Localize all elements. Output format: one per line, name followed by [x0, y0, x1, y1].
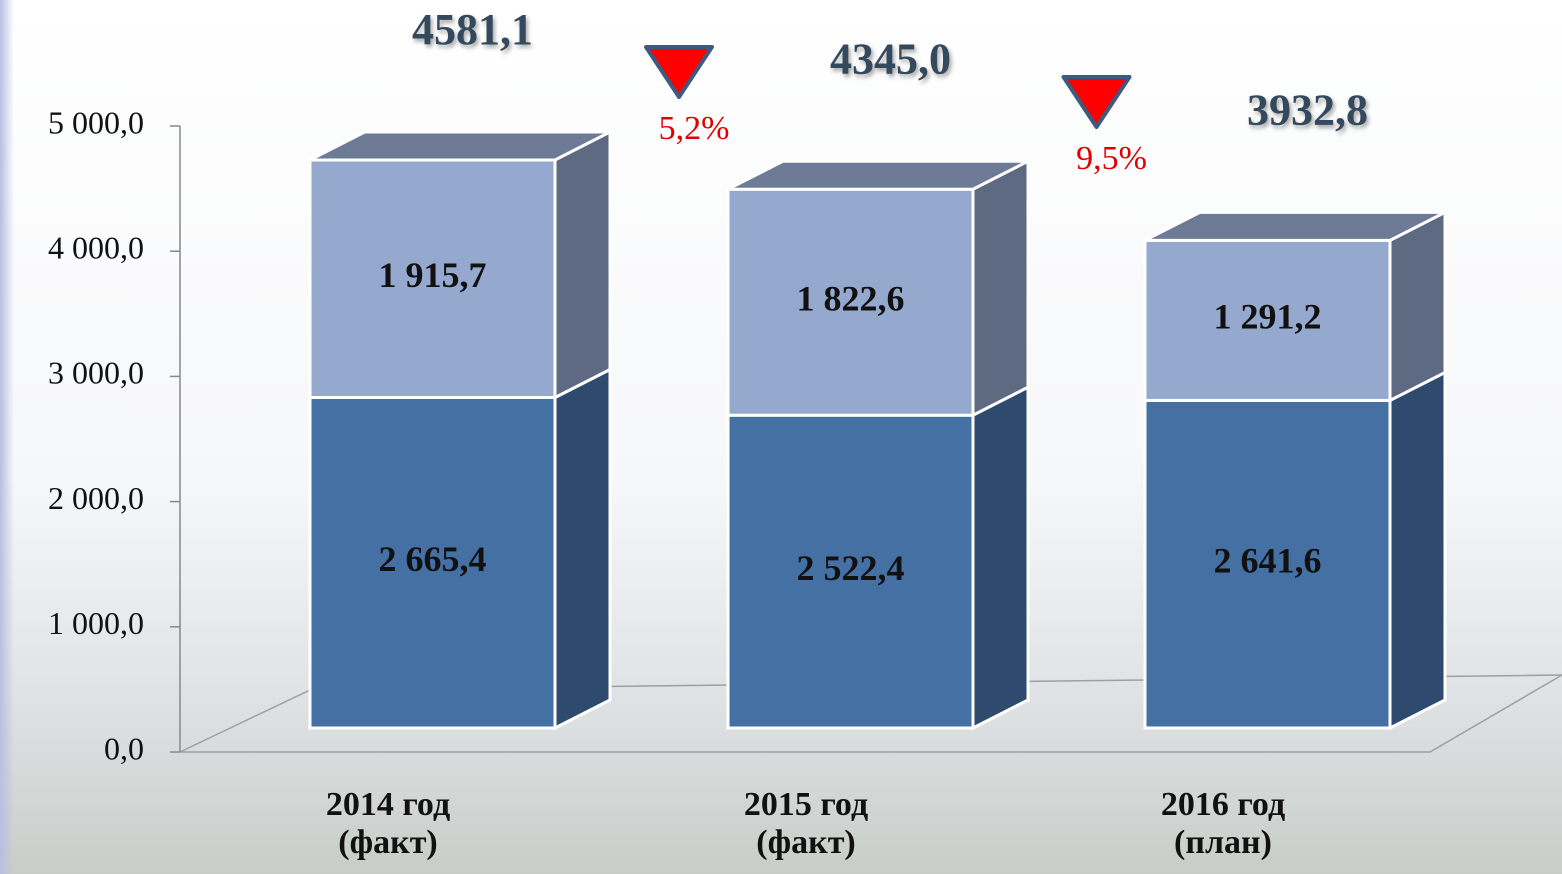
- edge-decoration: [0, 0, 14, 874]
- bar-side: [1388, 209, 1447, 403]
- change-label: 9,5%: [1076, 140, 1147, 177]
- bar-segment: [308, 395, 557, 730]
- value-label: 1 291,2: [1214, 297, 1322, 337]
- value-label: 1 915,7: [379, 255, 487, 295]
- total-label: 4581,1: [412, 5, 533, 54]
- bar-top: [727, 159, 1029, 191]
- total-label: 3932,8: [1247, 85, 1368, 134]
- x-tick-label: 2014 год (факт): [325, 786, 451, 861]
- value-label: 2 641,6: [1214, 540, 1322, 580]
- bar-side: [971, 384, 1030, 731]
- bar-segment: [1143, 238, 1392, 402]
- y-tick-label: 1 000,0: [48, 605, 144, 641]
- bar-top: [309, 130, 611, 162]
- y-tick-label: 0,0: [104, 730, 144, 766]
- value-label: 1 822,6: [797, 278, 905, 318]
- total-label: 4345,0: [830, 34, 951, 83]
- floor: [179, 674, 1562, 753]
- y-tick-label: 4 000,0: [48, 230, 144, 266]
- bar-side: [1388, 369, 1447, 731]
- decrease-marker: [644, 45, 714, 99]
- x-tick-label: 2016 год (план): [1160, 786, 1286, 861]
- value-label: 2 522,4: [797, 548, 905, 588]
- bar-side: [553, 129, 612, 400]
- decrease-marker: [1061, 75, 1132, 129]
- bar-side: [971, 158, 1030, 418]
- y-tick-label: 2 000,0: [48, 480, 144, 516]
- value-label: 2 665,4: [379, 539, 487, 579]
- y-tick-label: 5 000,0: [48, 104, 144, 140]
- bar-top: [1144, 210, 1446, 242]
- bar-side: [553, 367, 612, 731]
- y-tick-label: 3 000,0: [48, 355, 144, 391]
- change-label: 5,2%: [659, 110, 730, 147]
- x-tick-label: 2015 год (факт): [743, 786, 869, 861]
